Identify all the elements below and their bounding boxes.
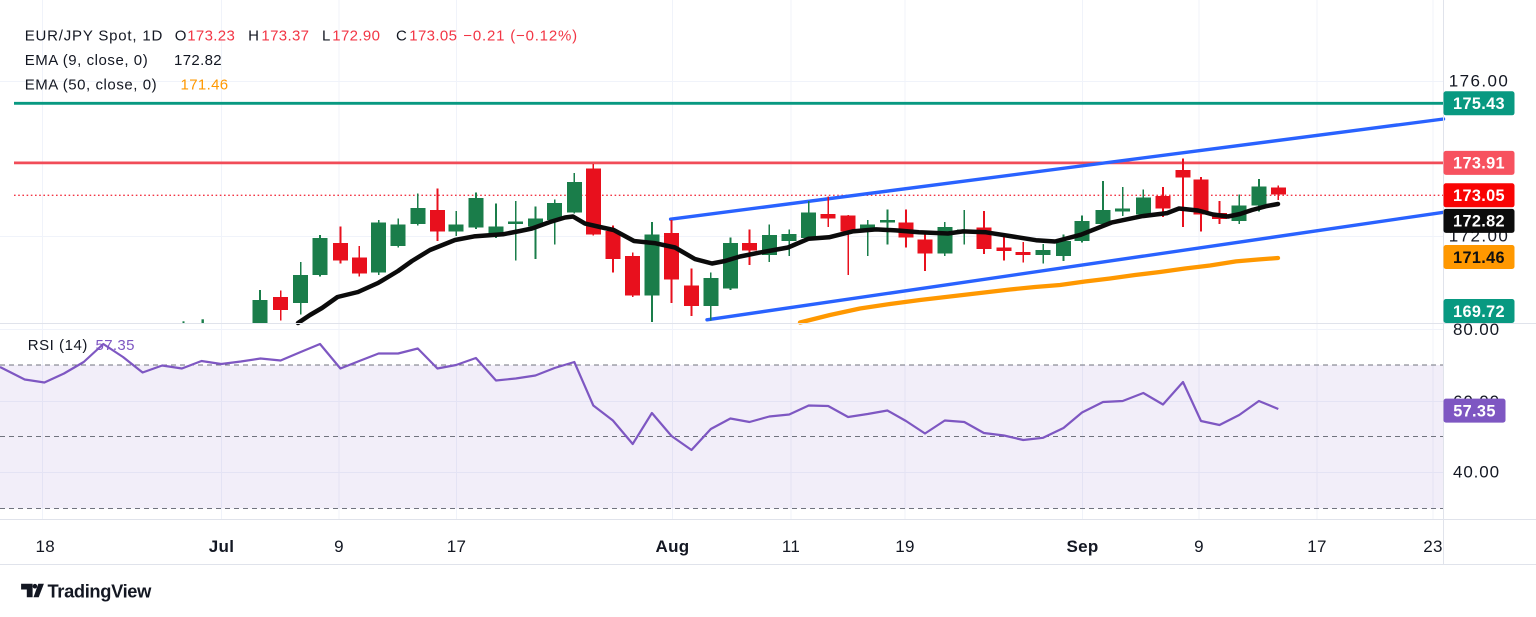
svg-text:O: O [175,28,187,45]
svg-text:EUR/JPY Spot, 1D: EUR/JPY Spot, 1D [25,28,163,45]
svg-text:23: 23 [1423,537,1443,556]
svg-text:173.05: 173.05 [1453,187,1505,205]
svg-text:11: 11 [782,537,800,556]
svg-text:19: 19 [895,537,915,556]
svg-text:18: 18 [35,537,55,556]
svg-text:172.82: 172.82 [1453,213,1505,231]
svg-text:EMA (9, close, 0): EMA (9, close, 0) [25,52,149,69]
svg-text:173.23: 173.23 [187,28,235,45]
svg-text:−0.21 (−0.12%): −0.21 (−0.12%) [463,28,578,45]
svg-text:169.72: 169.72 [1453,303,1505,321]
svg-text:17: 17 [447,537,467,556]
svg-text:171.46: 171.46 [1453,249,1505,267]
svg-text:172.82: 172.82 [174,52,222,69]
svg-text:L: L [322,28,331,45]
svg-text:171.46: 171.46 [181,77,229,94]
svg-text:H: H [248,28,259,45]
svg-text:9: 9 [334,537,344,556]
svg-text:57.35: 57.35 [1453,402,1496,420]
svg-text:80.00: 80.00 [1453,320,1500,339]
svg-text:57.35: 57.35 [96,337,135,354]
svg-text:175.43: 175.43 [1453,95,1505,113]
svg-text:C: C [396,28,407,45]
svg-text:40.00: 40.00 [1453,463,1500,482]
svg-text:173.05: 173.05 [409,28,457,45]
svg-text:Aug: Aug [656,537,690,556]
svg-text:EMA (50, close, 0): EMA (50, close, 0) [25,77,157,94]
svg-text:Jul: Jul [209,537,234,556]
svg-text:173.91: 173.91 [1453,155,1505,173]
svg-text:RSI (14): RSI (14) [28,337,88,354]
svg-text:173.37: 173.37 [261,28,309,45]
svg-text:9: 9 [1194,537,1204,556]
svg-text:176.00: 176.00 [1449,72,1509,91]
svg-text:172.90: 172.90 [332,28,380,45]
svg-text:TradingView: TradingView [48,581,153,602]
svg-text:Sep: Sep [1066,537,1098,556]
svg-text:17: 17 [1307,537,1327,556]
